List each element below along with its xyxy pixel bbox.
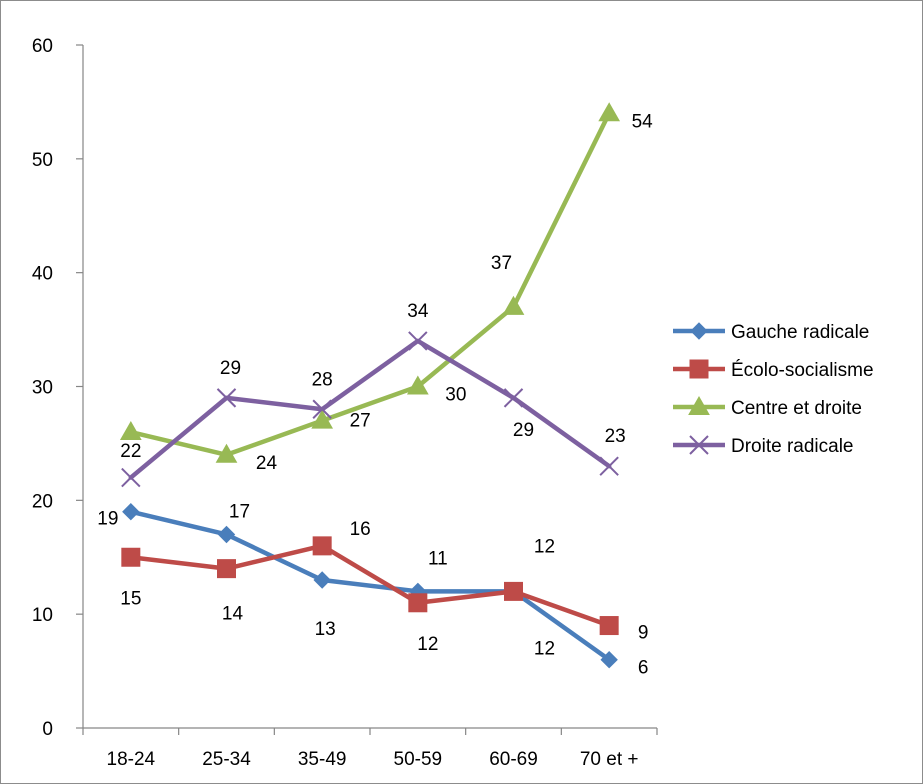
data-point-droite-radicale bbox=[121, 467, 141, 488]
y-tick-label: 20 bbox=[32, 491, 53, 512]
legend-label: Droite radicale bbox=[731, 436, 854, 457]
y-tick-label: 50 bbox=[32, 150, 53, 171]
data-point-centre-et-droite bbox=[598, 102, 621, 122]
data-point-ecolo-socialisme bbox=[217, 559, 236, 579]
series-markers bbox=[119, 102, 621, 669]
legend-item-droite-radicale: Droite radicale bbox=[673, 435, 854, 457]
series-line-ecolo-socialisme bbox=[128, 543, 612, 628]
data-label-droite-radicale: 34 bbox=[407, 301, 429, 322]
data-point-droite-radicale bbox=[312, 399, 332, 419]
data-label-centre-et-droite: 54 bbox=[632, 111, 654, 132]
y-tick-label: 0 bbox=[42, 719, 53, 740]
data-label-droite-radicale: 23 bbox=[605, 426, 626, 447]
data-label-centre-et-droite: 24 bbox=[256, 453, 278, 474]
y-tick-label: 40 bbox=[32, 264, 53, 285]
data-point-ecolo-socialisme bbox=[599, 616, 619, 636]
legend-label: Gauche radicale bbox=[731, 322, 869, 343]
legend-swatch-marker bbox=[689, 359, 709, 379]
data-label-centre-et-droite: 30 bbox=[445, 385, 466, 406]
y-tick-label: 10 bbox=[32, 605, 53, 626]
data-label-ecolo-socialisme: 15 bbox=[120, 588, 141, 609]
data-point-centre-et-droite bbox=[311, 409, 334, 429]
data-label-ecolo-socialisme: 12 bbox=[534, 536, 555, 557]
legend-swatch-marker bbox=[689, 435, 709, 455]
data-label-ecolo-socialisme: 12 bbox=[417, 634, 438, 655]
data-label-ecolo-socialisme: 16 bbox=[350, 519, 371, 540]
data-point-centre-et-droite bbox=[119, 421, 142, 441]
x-tick-label: 25-34 bbox=[202, 749, 251, 770]
data-label-gauche-radicale: 19 bbox=[97, 509, 118, 530]
data-point-ecolo-socialisme bbox=[504, 581, 523, 601]
legend-item-gauche-radicale: Gauche radicale bbox=[673, 322, 869, 343]
x-tick-label: 18-24 bbox=[107, 749, 156, 770]
data-label-gauche-radicale: 12 bbox=[534, 638, 555, 659]
data-label-gauche-radicale: 17 bbox=[229, 501, 250, 522]
data-label-ecolo-socialisme: 9 bbox=[638, 623, 649, 644]
series-line-droite-radicale bbox=[128, 338, 612, 480]
legend-label: Centre et droite bbox=[731, 398, 862, 419]
data-point-droite-radicale bbox=[216, 388, 237, 408]
data-point-gauche-radicale bbox=[600, 650, 618, 669]
series-lines bbox=[128, 111, 612, 662]
data-point-centre-et-droite bbox=[502, 295, 525, 315]
data-point-ecolo-socialisme bbox=[121, 547, 141, 567]
data-label-centre-et-droite: 22 bbox=[120, 441, 141, 462]
legend-swatch-marker bbox=[688, 395, 710, 415]
data-label-droite-radicale: 29 bbox=[513, 420, 534, 441]
series-line-centre-et-droite bbox=[128, 111, 612, 458]
data-label-gauche-radicale: 6 bbox=[638, 658, 649, 679]
data-point-droite-radicale bbox=[599, 456, 619, 476]
x-tick-label: 35-49 bbox=[298, 749, 347, 770]
y-tick-label: 60 bbox=[32, 36, 53, 57]
legend-label: Écolo-socialisme bbox=[731, 360, 874, 381]
x-tick-label: 60-69 bbox=[489, 749, 538, 770]
series-line-gauche-radicale bbox=[128, 509, 612, 662]
axes: 0 10 20 30 40 50 60 18-24 25-34 35-49 50-59 60-69 70… bbox=[32, 36, 658, 770]
data-point-gauche-radicale bbox=[313, 571, 331, 589]
data-label-ecolo-socialisme: 14 bbox=[222, 604, 244, 625]
data-labels: 19 17 13 11 12 6 15 14 16 12 12 9 22 24 27 30 37 54 29 28 34… bbox=[97, 111, 653, 678]
data-point-ecolo-socialisme bbox=[408, 593, 428, 613]
y-tick-label: 30 bbox=[32, 378, 53, 399]
data-point-droite-radicale bbox=[503, 388, 524, 408]
legend-item-centre-et-droite: Centre et droite bbox=[673, 395, 862, 419]
x-tick-label: 50-59 bbox=[394, 749, 443, 770]
data-label-droite-radicale: 28 bbox=[312, 369, 333, 390]
legend-item-ecolo-socialisme: Écolo-socialisme bbox=[673, 359, 874, 381]
legend: Gauche radicale Écolo-socialisme Centre et… bbox=[673, 322, 874, 457]
data-point-droite-radicale bbox=[408, 331, 428, 351]
data-point-ecolo-socialisme bbox=[312, 536, 332, 556]
data-label-gauche-radicale: 13 bbox=[315, 619, 336, 640]
data-point-centre-et-droite bbox=[406, 375, 429, 395]
data-point-gauche-radicale bbox=[122, 503, 140, 521]
legend-swatch-marker bbox=[690, 322, 708, 340]
data-label-droite-radicale: 29 bbox=[220, 358, 241, 379]
data-label-gauche-radicale: 11 bbox=[428, 548, 448, 569]
data-point-gauche-radicale bbox=[217, 525, 236, 544]
data-label-centre-et-droite: 27 bbox=[350, 411, 371, 432]
data-point-centre-et-droite bbox=[215, 443, 238, 463]
x-tick-label: 70 et + bbox=[580, 749, 639, 770]
data-label-centre-et-droite: 37 bbox=[491, 253, 512, 274]
